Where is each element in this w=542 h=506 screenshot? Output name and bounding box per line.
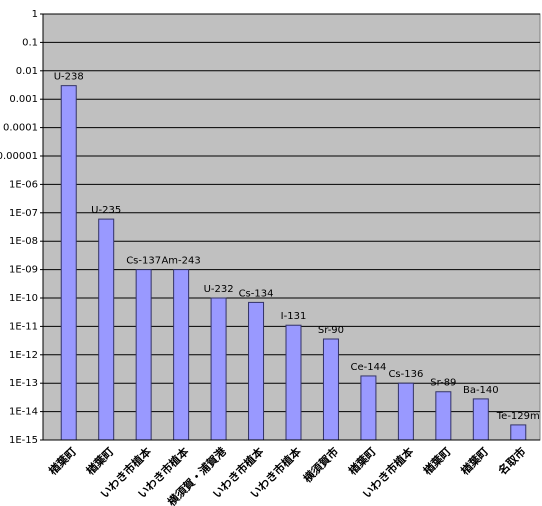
bar (360, 375, 377, 441)
bar (98, 218, 115, 441)
bar-label: Sr-89 (430, 378, 456, 389)
y-tick-label: 1E-10 (9, 293, 38, 304)
bar-label: Am-243 (161, 256, 200, 267)
y-tick-label: 0.001 (9, 94, 38, 105)
bar (472, 398, 489, 441)
bar (435, 391, 452, 441)
x-tick-label: 楢葉町 (420, 444, 453, 477)
y-tick-label: 1E-13 (9, 378, 38, 389)
x-tick-label: 横須賀市 (300, 444, 341, 485)
bar-label: U-238 (54, 72, 84, 83)
bar-label: Cs-137 (126, 256, 161, 267)
x-tick-label: 楢葉町 (46, 444, 79, 477)
bar-label: Ba-140 (463, 385, 499, 396)
y-tick-label: 1E-08 (9, 236, 38, 247)
y-tick-label: 1E-11 (9, 321, 38, 332)
bar-label: Cs-134 (239, 288, 274, 299)
bar (135, 269, 152, 441)
bar-label: Sr-90 (318, 325, 344, 336)
y-tick-label: 0.01 (16, 66, 38, 77)
bar (285, 324, 302, 441)
bar (248, 301, 265, 441)
bar-label: Cs-136 (388, 369, 423, 380)
y-tick-label: 1 (32, 9, 38, 20)
y-tick-label: 0.00001 (0, 151, 38, 162)
bar-label: I-131 (281, 311, 307, 322)
bar (60, 85, 77, 441)
x-tick-label: 楢葉町 (458, 444, 491, 477)
bar (322, 338, 339, 441)
y-tick-label: 1E-15 (9, 435, 38, 446)
y-tick-label: 1E-07 (9, 208, 38, 219)
x-tick-label: 楢葉町 (345, 444, 378, 477)
bar (173, 269, 190, 441)
y-tick-label: 1E-06 (9, 179, 38, 190)
x-tick-label: 名取市 (495, 444, 528, 477)
bar-label: U-232 (204, 284, 234, 295)
bar-label: Te-129m (496, 411, 540, 422)
x-tick-label: 楢葉町 (83, 444, 116, 477)
y-tick-label: 1E-12 (9, 350, 38, 361)
bar-label: Ce-144 (351, 362, 387, 373)
y-tick-label: 1E-14 (9, 407, 38, 418)
y-tick-label: 0.0001 (3, 123, 38, 134)
y-tick-label: 0.1 (22, 37, 38, 48)
y-tick-label: 1E-09 (9, 265, 38, 276)
bar (397, 382, 414, 441)
bar (210, 297, 227, 441)
bar (510, 424, 527, 441)
bar-label: U-235 (91, 205, 121, 216)
